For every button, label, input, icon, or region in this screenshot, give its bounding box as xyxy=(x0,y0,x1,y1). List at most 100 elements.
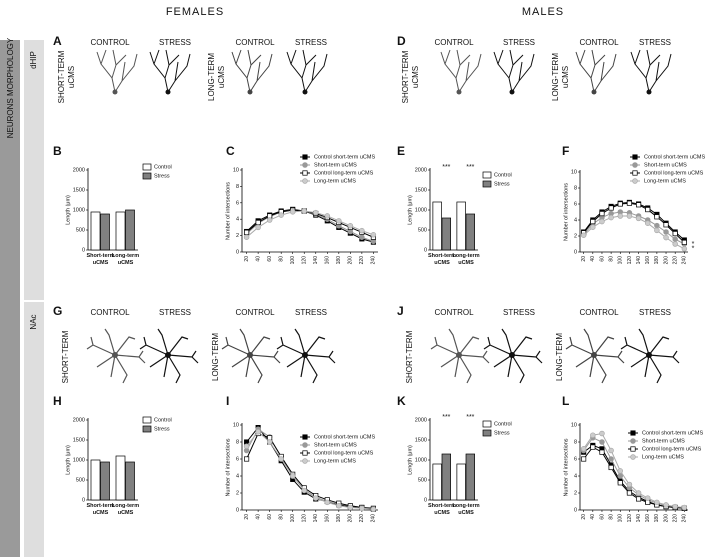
panel-letter: L xyxy=(562,394,569,408)
data-point xyxy=(626,213,633,219)
data-point xyxy=(626,481,633,488)
y-tick-label: 500 xyxy=(418,477,427,483)
y-tick-label: 2000 xyxy=(73,167,85,173)
condition-label: STRESS xyxy=(503,38,535,47)
legend-marker xyxy=(632,170,638,176)
y-tick-label: 500 xyxy=(418,227,427,233)
x-tick-label: 140 xyxy=(313,514,319,523)
bar xyxy=(115,455,126,501)
data-point xyxy=(324,213,331,219)
legend-label: Control xyxy=(494,421,512,427)
data-point xyxy=(644,495,651,501)
legend-label: Short-term uCMS xyxy=(314,442,357,448)
data-point xyxy=(336,218,342,224)
data-point xyxy=(636,496,642,502)
y-tick-label: 10 xyxy=(233,167,239,173)
condition-label: CONTROL xyxy=(235,308,275,317)
data-point xyxy=(635,490,642,496)
x-tick-label: Long-term uCMS xyxy=(111,253,140,266)
y-tick-label: 500 xyxy=(76,227,85,233)
y-tick-label: 6 xyxy=(236,200,239,206)
condition-label: CONTROL xyxy=(434,38,474,47)
x-tick-label: 120 xyxy=(302,514,308,523)
condition-label: CONTROL xyxy=(434,308,474,317)
bar xyxy=(90,459,101,501)
legend-label: Long-term uCMS xyxy=(644,178,686,184)
y-tick-label: 10 xyxy=(571,169,577,175)
x-tick-label: 40 xyxy=(255,256,261,262)
y-tick-label: 1000 xyxy=(415,207,427,213)
neuron-drawing xyxy=(96,49,138,95)
legend-label: Stress xyxy=(154,426,170,432)
data-point xyxy=(626,200,632,206)
y-tick-label: 4 xyxy=(574,473,577,479)
x-tick-label: 100 xyxy=(290,514,296,523)
legend-label: Control short-term uCMS xyxy=(314,434,375,440)
category-label-box: Short-term uCMS xyxy=(428,503,456,516)
data-point xyxy=(672,236,678,242)
y-tick-label: 10 xyxy=(233,422,239,428)
y-tick-label: 2 xyxy=(574,233,577,239)
x-tick-label: 80 xyxy=(279,514,285,520)
duration-label: LONG-TERM xyxy=(211,333,220,381)
x-tick-label: 60 xyxy=(267,514,273,520)
x-tick-label: 160 xyxy=(325,256,331,265)
data-point xyxy=(654,214,660,220)
condition-label: STRESS xyxy=(159,308,191,317)
legend-marker xyxy=(302,450,308,456)
x-tick-label: 240 xyxy=(371,514,377,523)
data-point xyxy=(608,214,614,221)
legend-label: Stress xyxy=(494,181,510,187)
category-label-box: Long-term uCMS xyxy=(452,503,479,516)
significance-mark: *** xyxy=(442,414,450,421)
legend-label: Long-term uCMS xyxy=(642,454,684,460)
bar xyxy=(125,461,135,501)
y-tick-label: 0 xyxy=(236,249,239,255)
sidebar-title: NEURONS MORPHOLOGY xyxy=(6,37,15,138)
sidebar-region xyxy=(24,40,44,300)
data-point xyxy=(599,430,605,437)
x-tick-label: 80 xyxy=(608,256,614,262)
x-tick-label: Short-term uCMS xyxy=(427,253,457,266)
data-point xyxy=(672,241,678,247)
panel-letter: B xyxy=(53,144,62,158)
data-point xyxy=(617,480,623,486)
data-point xyxy=(289,473,296,479)
y-axis-label: Length (μm) xyxy=(407,195,413,225)
data-point xyxy=(590,432,596,438)
legend-label: Control short-term uCMS xyxy=(642,430,703,436)
duration-unit: uCMS xyxy=(67,66,76,88)
data-point xyxy=(581,456,587,462)
x-tick-label: 20 xyxy=(244,256,250,262)
legend-marker xyxy=(630,454,636,460)
y-tick-label: 0 xyxy=(574,507,577,513)
x-tick-label: 220 xyxy=(359,256,365,265)
legend-label: Control xyxy=(494,172,512,178)
x-tick-label: 40 xyxy=(590,514,596,520)
legend-swatch xyxy=(482,180,492,188)
data-point xyxy=(244,229,250,235)
data-point xyxy=(617,213,624,219)
y-tick-label: 2000 xyxy=(415,167,427,173)
x-tick-label: 180 xyxy=(336,256,342,265)
x-tick-label: 160 xyxy=(645,256,651,265)
data-point xyxy=(644,220,651,226)
x-tick-label: 80 xyxy=(608,514,614,520)
category-label-box: Short-term uCMS xyxy=(86,503,114,516)
data-point xyxy=(324,499,331,506)
data-point xyxy=(580,232,587,238)
legend-marker xyxy=(630,430,636,436)
y-tick-label: 0 xyxy=(574,249,577,255)
duration-unit: uCMS xyxy=(411,66,420,88)
data-point xyxy=(243,234,250,240)
category-label-box: Long-term uCMS xyxy=(452,253,479,266)
legend-marker xyxy=(302,154,308,160)
y-tick-label: 0 xyxy=(236,507,239,513)
y-tick-label: 2 xyxy=(574,490,577,496)
series-line xyxy=(583,215,685,250)
neuron-drawing xyxy=(139,328,199,384)
data-point xyxy=(617,201,623,207)
data-point xyxy=(255,219,261,226)
data-point xyxy=(301,487,307,494)
